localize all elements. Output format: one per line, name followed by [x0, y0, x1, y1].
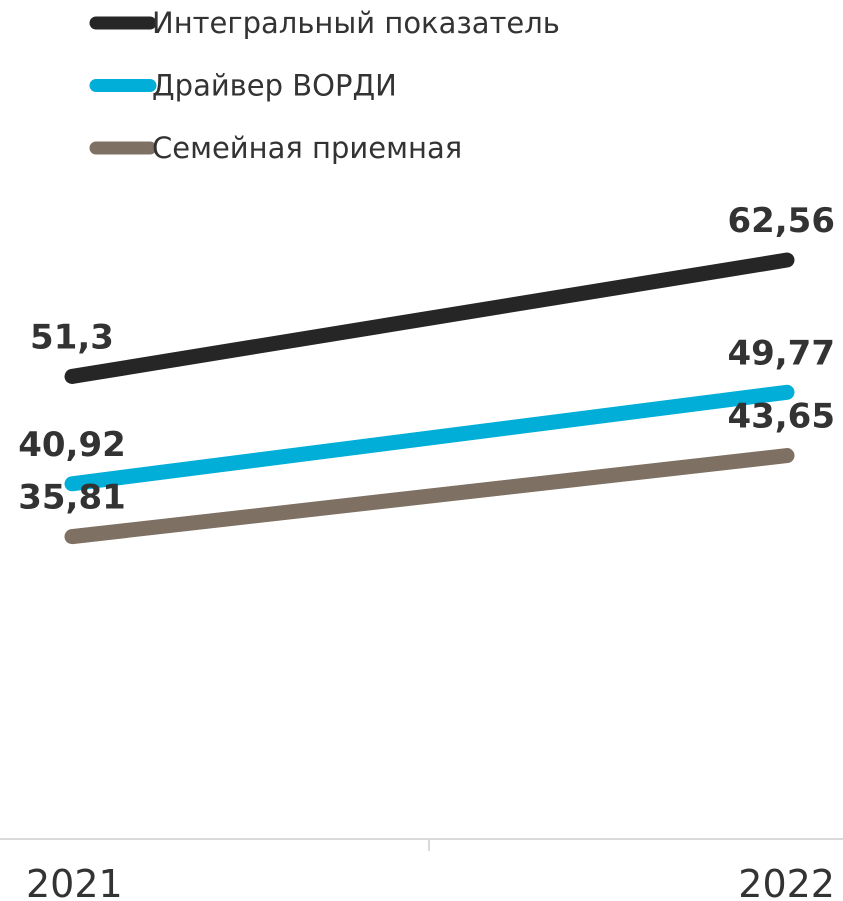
x-tick-label-2022: 2022 — [738, 862, 835, 901]
x-tick-label-2021: 2021 — [26, 862, 123, 901]
series-line-3 — [64, 448, 795, 545]
data-label-2022-series-1: 62,56 — [727, 201, 835, 241]
series-line-2 — [64, 384, 795, 492]
data-label-2022-series-3: 43,65 — [727, 397, 835, 437]
series-line-1 — [64, 252, 795, 384]
legend-label-1: Интегральный показатель — [152, 6, 560, 40]
data-label-2022-series-2: 49,77 — [727, 333, 835, 373]
legend-label-3: Семейная приемная — [152, 131, 462, 165]
data-label-2021-series-1: 51,3 — [30, 317, 114, 357]
legend-label-2: Драйвер ВОРДИ — [152, 69, 397, 103]
data-label-2021-series-2: 40,92 — [18, 425, 126, 465]
data-label-2021-series-3: 35,81 — [18, 478, 126, 518]
